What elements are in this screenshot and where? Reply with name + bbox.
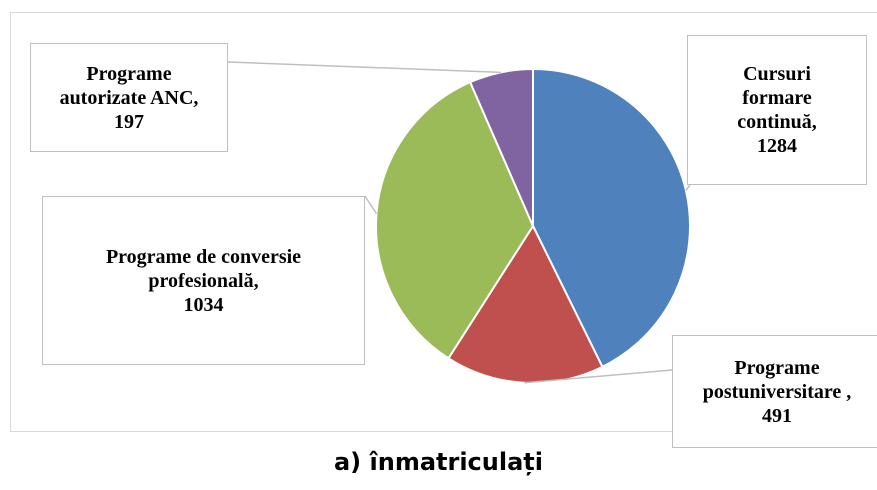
- pie-slice: [375, 80, 535, 360]
- label-category: Programe de conversie profesională,: [105, 245, 302, 292]
- pie-slice: [532, 67, 691, 369]
- label-category: Programe autorizate ANC,: [59, 62, 199, 109]
- label-category: Programe postuniversitare ,: [702, 356, 852, 403]
- pie-slice: [447, 223, 604, 384]
- data-label: Cursuri formare continuă, 1284: [687, 35, 867, 185]
- label-value: 1284: [757, 135, 797, 157]
- label-value: 197: [114, 110, 144, 133]
- label-value: 491: [762, 404, 792, 427]
- leader-line: [685, 184, 691, 191]
- data-label: Programe postuniversitare , 491: [672, 335, 877, 448]
- leader-line: [227, 61, 501, 74]
- leader-line: [364, 195, 378, 215]
- label-category: Cursuri formare continuă,: [737, 63, 817, 133]
- leader-line: [524, 369, 673, 384]
- data-label: Programe autorizate ANC, 197: [30, 43, 228, 152]
- label-value: 1034: [183, 293, 224, 316]
- pie-slice: [468, 67, 534, 227]
- data-label: Programe de conversie profesională, 1034: [42, 196, 365, 365]
- chart-title: a) înmatriculați: [333, 448, 543, 476]
- chart-frame: [10, 12, 877, 432]
